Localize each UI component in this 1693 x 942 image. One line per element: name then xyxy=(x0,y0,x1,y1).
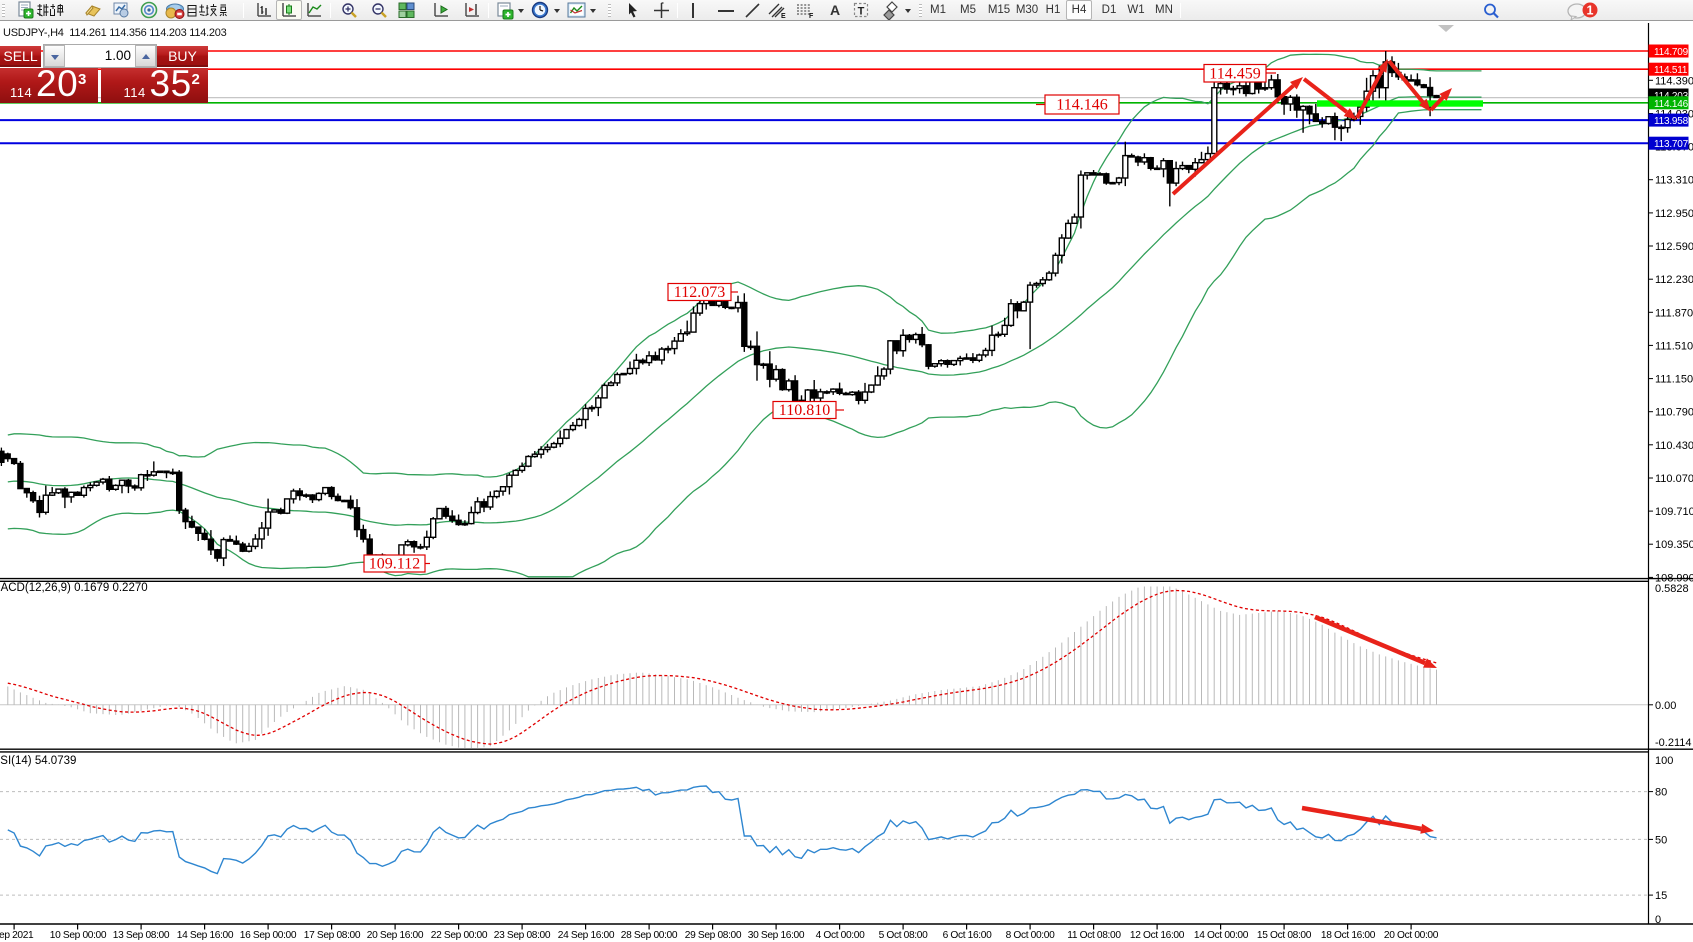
svg-text:17 Sep 08:00: 17 Sep 08:00 xyxy=(304,930,361,941)
svg-text:50: 50 xyxy=(1655,834,1667,846)
svg-text:110.810: 110.810 xyxy=(779,402,830,419)
svg-text:114.146: 114.146 xyxy=(1056,97,1107,114)
svg-text:MACD(12,26,9) 0.1679 0.2270: MACD(12,26,9) 0.1679 0.2270 xyxy=(0,582,148,594)
svg-text:1: 1 xyxy=(1587,4,1594,18)
svg-text:23 Sep 08:00: 23 Sep 08:00 xyxy=(494,930,551,941)
svg-text:80: 80 xyxy=(1655,787,1667,799)
svg-text:10 Sep 00:00: 10 Sep 00:00 xyxy=(50,930,107,941)
svg-text:112.230: 112.230 xyxy=(1655,274,1693,286)
svg-text:114.459: 114.459 xyxy=(1209,65,1260,82)
svg-text:ep 2021: ep 2021 xyxy=(0,930,34,941)
svg-text:109.350: 109.350 xyxy=(1655,539,1693,551)
svg-text:111.870: 111.870 xyxy=(1655,307,1693,319)
svg-text:18 Oct 16:00: 18 Oct 16:00 xyxy=(1321,930,1376,941)
svg-text:24 Sep 16:00: 24 Sep 16:00 xyxy=(558,930,615,941)
svg-text:E: E xyxy=(781,13,786,19)
svg-text:114.511: 114.511 xyxy=(1654,65,1688,76)
svg-text:0.5828: 0.5828 xyxy=(1655,583,1689,595)
svg-text:F: F xyxy=(809,13,814,19)
svg-text:14 Sep 16:00: 14 Sep 16:00 xyxy=(177,930,234,941)
svg-text:22 Sep 00:00: 22 Sep 00:00 xyxy=(431,930,488,941)
svg-text:RSI(14) 54.0739: RSI(14) 54.0739 xyxy=(0,755,76,767)
svg-text:6 Oct 16:00: 6 Oct 16:00 xyxy=(943,930,993,941)
svg-text:5 Oct 08:00: 5 Oct 08:00 xyxy=(879,930,929,941)
svg-text:113.958: 113.958 xyxy=(1654,116,1689,127)
svg-text:108.990: 108.990 xyxy=(1655,572,1693,584)
svg-text:11 Oct 08:00: 11 Oct 08:00 xyxy=(1067,930,1121,941)
svg-text:20 Sep 16:00: 20 Sep 16:00 xyxy=(367,930,424,941)
svg-text:113.707: 113.707 xyxy=(1654,139,1689,150)
svg-text:30 Sep 16:00: 30 Sep 16:00 xyxy=(748,930,805,941)
svg-text:-0.2114: -0.2114 xyxy=(1655,737,1692,749)
svg-text:0: 0 xyxy=(1655,914,1661,926)
svg-text:110.070: 110.070 xyxy=(1655,473,1693,485)
svg-text:113.310: 113.310 xyxy=(1655,175,1693,187)
svg-text:12 Oct 16:00: 12 Oct 16:00 xyxy=(1130,930,1185,941)
svg-text:112.590: 112.590 xyxy=(1655,241,1693,253)
svg-text:114.709: 114.709 xyxy=(1654,47,1689,58)
svg-text:28 Sep 00:00: 28 Sep 00:00 xyxy=(621,930,678,941)
svg-text:100: 100 xyxy=(1655,755,1673,767)
svg-text:4 Oct 00:00: 4 Oct 00:00 xyxy=(816,930,866,941)
svg-text:114.146: 114.146 xyxy=(1654,99,1689,110)
svg-text:15 Oct 08:00: 15 Oct 08:00 xyxy=(1257,930,1312,941)
svg-text:111.510: 111.510 xyxy=(1655,340,1693,352)
svg-text:109.710: 109.710 xyxy=(1655,506,1693,518)
svg-text:29 Sep 08:00: 29 Sep 08:00 xyxy=(685,930,742,941)
svg-text:112.073: 112.073 xyxy=(674,284,725,301)
svg-text:112.950: 112.950 xyxy=(1655,208,1693,220)
svg-text:13 Sep 08:00: 13 Sep 08:00 xyxy=(113,930,170,941)
svg-text:15: 15 xyxy=(1655,890,1667,902)
svg-text:14 Oct 00:00: 14 Oct 00:00 xyxy=(1194,930,1249,941)
svg-text:111.150: 111.150 xyxy=(1655,374,1693,386)
svg-text:16 Sep 00:00: 16 Sep 00:00 xyxy=(240,930,297,941)
svg-text:110.430: 110.430 xyxy=(1655,440,1693,452)
svg-text:0.00: 0.00 xyxy=(1655,700,1676,712)
svg-text:20 Oct 00:00: 20 Oct 00:00 xyxy=(1384,930,1439,941)
svg-text:8 Oct 00:00: 8 Oct 00:00 xyxy=(1006,930,1056,941)
svg-text:109.112: 109.112 xyxy=(369,556,420,573)
svg-text:T: T xyxy=(858,6,865,18)
svg-text:110.790: 110.790 xyxy=(1655,407,1693,419)
svg-text:114.390: 114.390 xyxy=(1655,75,1693,87)
